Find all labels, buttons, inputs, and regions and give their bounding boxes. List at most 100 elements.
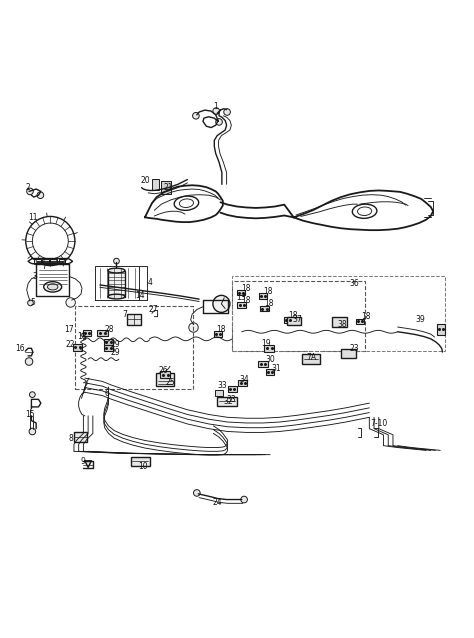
Text: 9: 9 [81, 457, 86, 466]
Bar [160, 371, 170, 378]
Polygon shape [85, 461, 91, 468]
Circle shape [29, 428, 36, 434]
Bar [232, 276, 445, 351]
Ellipse shape [108, 294, 125, 299]
Ellipse shape [44, 281, 62, 292]
Text: 24: 24 [212, 498, 222, 507]
Circle shape [25, 358, 33, 366]
Circle shape [213, 295, 230, 313]
Bar [237, 290, 245, 295]
Circle shape [114, 258, 119, 264]
Circle shape [66, 298, 75, 307]
Text: 3: 3 [32, 272, 37, 281]
Text: 8: 8 [68, 434, 73, 443]
Bar [104, 345, 113, 351]
Circle shape [27, 188, 33, 195]
Text: 14: 14 [135, 291, 145, 300]
Text: 38: 38 [337, 320, 347, 329]
Text: 15: 15 [25, 410, 35, 419]
Text: 30: 30 [265, 355, 275, 364]
Ellipse shape [47, 284, 58, 290]
Text: 1: 1 [213, 102, 218, 111]
Text: 19: 19 [262, 339, 271, 348]
Text: 18: 18 [264, 299, 274, 308]
Bar [260, 306, 269, 311]
Text: 16: 16 [15, 344, 25, 353]
Text: 33: 33 [227, 395, 236, 404]
Circle shape [37, 192, 44, 198]
Bar [258, 360, 268, 367]
Circle shape [241, 496, 247, 503]
Circle shape [27, 300, 33, 306]
Bar [238, 380, 247, 385]
Text: 31: 31 [271, 364, 281, 373]
Text: 28: 28 [105, 325, 114, 334]
Text: 10: 10 [138, 462, 148, 471]
Bar [259, 293, 267, 299]
Bar [341, 349, 356, 358]
Bar [97, 330, 108, 336]
Text: 39: 39 [416, 315, 425, 325]
Bar [228, 386, 237, 392]
Text: 32: 32 [224, 397, 233, 406]
Bar [287, 316, 301, 325]
Text: 18: 18 [241, 284, 250, 293]
Text: 17: 17 [64, 325, 74, 334]
Bar [73, 344, 82, 351]
Bar [232, 281, 365, 351]
Circle shape [189, 323, 198, 332]
Circle shape [29, 392, 35, 397]
Text: 36: 36 [349, 279, 359, 288]
Text: 13: 13 [236, 293, 246, 302]
Text: 29: 29 [110, 348, 120, 357]
Text: 6: 6 [105, 389, 109, 398]
Bar [34, 259, 41, 263]
Text: 11: 11 [28, 213, 37, 222]
Bar [156, 373, 173, 386]
Bar [217, 396, 237, 406]
Text: 26: 26 [159, 366, 169, 376]
Bar [214, 331, 222, 337]
Bar [83, 330, 91, 336]
Bar [437, 324, 446, 334]
Bar [237, 302, 246, 308]
Text: 20: 20 [140, 177, 150, 186]
Bar [302, 353, 320, 364]
Bar [42, 259, 49, 263]
Text: 18: 18 [288, 311, 298, 320]
Circle shape [192, 112, 199, 119]
Bar [264, 345, 274, 352]
Text: 7-10: 7-10 [370, 419, 387, 429]
Circle shape [216, 119, 222, 125]
Text: 27: 27 [148, 305, 158, 314]
Ellipse shape [108, 268, 125, 273]
Text: 5: 5 [30, 298, 35, 307]
Bar [108, 271, 125, 297]
Bar [75, 306, 192, 389]
Bar [356, 318, 364, 324]
Bar [74, 433, 87, 442]
Bar [59, 259, 65, 263]
Text: 18: 18 [361, 312, 370, 321]
Text: 18: 18 [77, 332, 87, 341]
Text: 37: 37 [292, 315, 302, 325]
Text: 18: 18 [242, 295, 251, 304]
Bar [266, 369, 274, 375]
Text: 18: 18 [216, 325, 225, 334]
Bar [128, 315, 141, 325]
Bar [131, 457, 150, 466]
Bar [216, 390, 223, 396]
Text: 18: 18 [263, 287, 273, 296]
Bar [161, 181, 171, 194]
Text: 22: 22 [66, 341, 75, 350]
Text: 4: 4 [147, 278, 152, 287]
Circle shape [213, 108, 219, 114]
Text: 7: 7 [122, 310, 127, 319]
Bar [331, 317, 346, 327]
Text: 21: 21 [164, 183, 173, 192]
Bar [104, 339, 113, 345]
Bar [152, 179, 159, 189]
Text: 25: 25 [165, 378, 175, 387]
Circle shape [224, 108, 230, 115]
Text: 29: 29 [110, 341, 120, 350]
